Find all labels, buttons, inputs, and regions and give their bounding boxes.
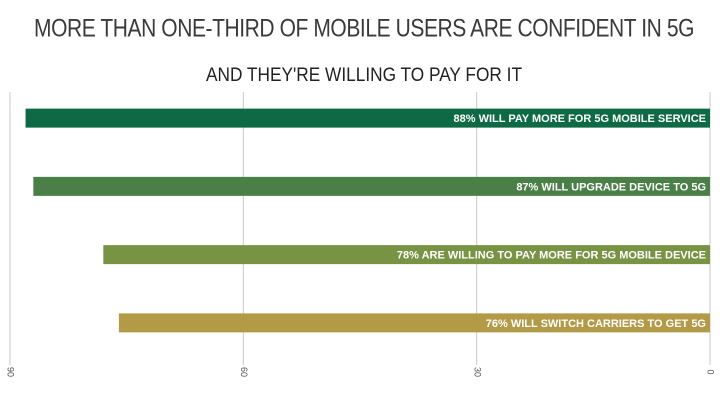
bar <box>103 245 711 265</box>
bar-label: 76% WILL SWITCH CARRIERS TO GET 5G <box>486 318 706 330</box>
bar <box>25 108 711 128</box>
chart-title: MORE THAN ONE-THIRD OF MOBILE USERS ARE … <box>34 15 694 43</box>
x-tick-label: 60 <box>239 367 249 377</box>
bar-label: 78% ARE WILLING TO PAY MORE FOR 5G MOBIL… <box>397 250 706 262</box>
x-tick-label: 90 <box>6 367 16 377</box>
x-tick-label: 0 <box>706 369 716 374</box>
bar-label: 87% WILL UPGRADE DEVICE TO 5G <box>516 181 706 193</box>
bar <box>118 313 710 333</box>
chart-subtitle: AND THEY'RE WILLING TO PAY FOR IT <box>206 65 522 86</box>
bar-label: 88% WILL PAY MORE FOR 5G MOBILE SERVICE <box>454 113 706 125</box>
bar <box>33 176 711 196</box>
x-tick-label: 30 <box>472 367 482 377</box>
